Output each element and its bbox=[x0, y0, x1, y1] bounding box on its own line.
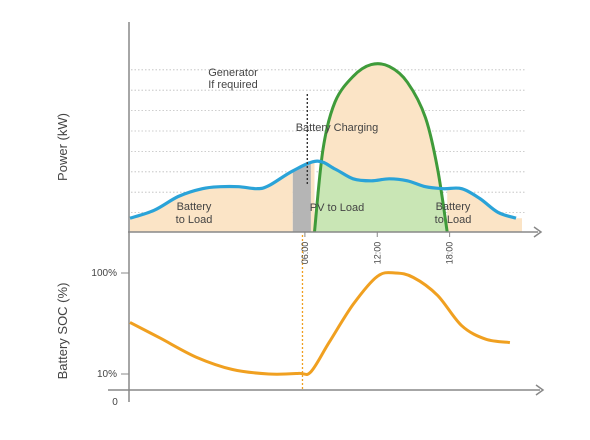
battery-to-load-right-line2: to Load bbox=[435, 214, 472, 226]
generator-annotation-line1: Generator bbox=[208, 67, 258, 79]
axes bbox=[108, 22, 545, 402]
battery-to-load-area-left bbox=[130, 170, 293, 232]
x-tick-label: 12:00 bbox=[372, 242, 382, 265]
battery-charging-label: Battery Charging bbox=[296, 122, 379, 134]
battery-to-load-left-line2: to Load bbox=[176, 214, 213, 226]
soc-origin-label: 0 bbox=[112, 397, 118, 408]
load-line bbox=[129, 159, 517, 220]
pv-to-load-area bbox=[314, 162, 448, 232]
x-tick-label: 18:00 bbox=[445, 242, 455, 265]
battery-under-load-area bbox=[310, 161, 315, 232]
power-y-axis-label: Power (kW) bbox=[55, 113, 70, 181]
soc-tick-10: 10% bbox=[97, 369, 117, 380]
battery-to-load-left-line1: Battery bbox=[177, 201, 212, 213]
soc-y-axis-label: Battery SOC (%) bbox=[55, 283, 70, 380]
battery-to-load-area-right bbox=[447, 188, 522, 232]
pv-to-load-label: PV to Load bbox=[310, 202, 364, 214]
x-tick-label: 06:00 bbox=[300, 242, 310, 265]
battery-to-load-right-line1: Battery bbox=[436, 201, 471, 213]
soc-x-arrow bbox=[535, 384, 545, 396]
soc-tick-100: 100% bbox=[91, 268, 117, 279]
soc-line bbox=[129, 271, 511, 376]
power-x-arrow bbox=[533, 226, 543, 238]
generator-area bbox=[292, 162, 311, 232]
pv-generation-line bbox=[313, 62, 449, 233]
generator-annotation-line2: If required bbox=[208, 79, 258, 91]
